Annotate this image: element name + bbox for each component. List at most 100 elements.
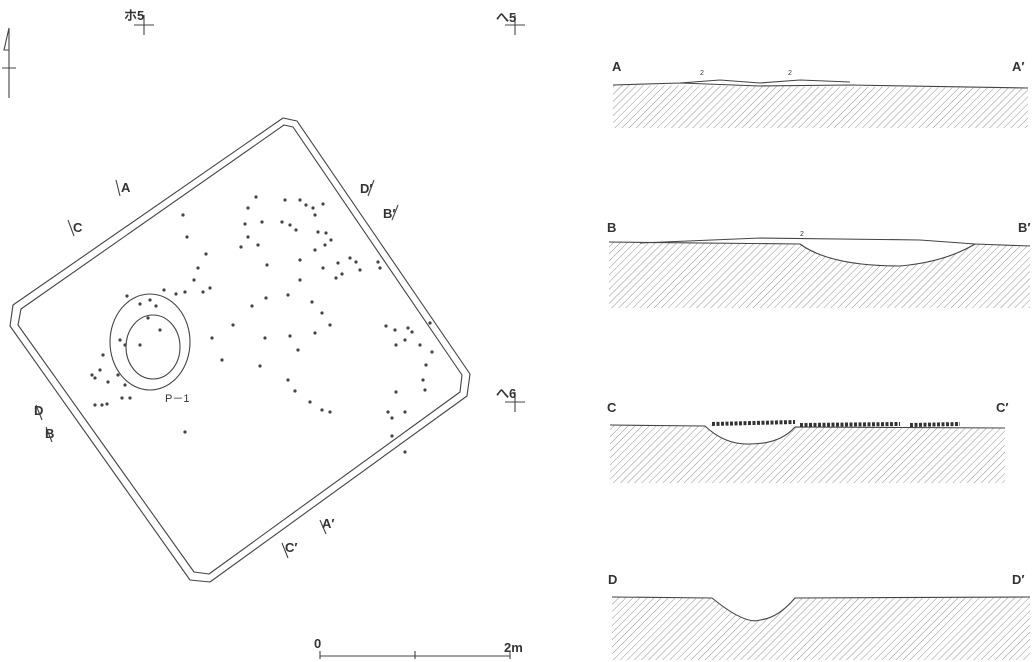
- post-hole: [106, 380, 110, 384]
- post-hole: [263, 336, 267, 340]
- post-hole: [428, 321, 432, 325]
- pit-label: P－1: [165, 393, 189, 405]
- post-hole: [288, 223, 292, 227]
- section-mark: C: [73, 220, 83, 235]
- post-hole: [183, 290, 187, 294]
- post-hole: [390, 434, 394, 438]
- post-hole: [393, 328, 397, 332]
- post-hole: [376, 260, 380, 264]
- post-hole: [320, 408, 324, 412]
- post-hole: [308, 400, 312, 404]
- post-hole: [296, 348, 300, 352]
- section-end: D′: [1012, 572, 1025, 587]
- post-hole: [105, 402, 109, 406]
- pit-inner: [125, 314, 181, 380]
- post-hole: [311, 206, 315, 210]
- post-hole: [384, 324, 388, 328]
- post-hole: [313, 248, 317, 252]
- ground-line: [608, 237, 1031, 267]
- post-hole: [424, 363, 428, 367]
- post-hole: [250, 304, 254, 308]
- section-mark: A′: [322, 516, 335, 531]
- section-ticks: [35, 179, 399, 559]
- post-hole: [101, 353, 105, 357]
- layer-note: 2: [788, 70, 792, 77]
- post-hole: [181, 213, 185, 217]
- post-hole: [120, 396, 124, 400]
- stones: [711, 420, 961, 427]
- post-hole: [390, 416, 394, 420]
- section-marks: A A′ B B′ C C′ D D′: [34, 179, 399, 559]
- post-hole: [358, 268, 362, 272]
- ground-line: [611, 596, 1031, 622]
- post-hole: [286, 293, 290, 297]
- post-hole: [410, 330, 414, 334]
- post-hole: [403, 450, 407, 454]
- post-hole: [321, 266, 325, 270]
- post-hole: [323, 243, 327, 247]
- post-hole: [210, 336, 214, 340]
- post-hole: [90, 373, 94, 377]
- section-mark: A: [121, 180, 131, 195]
- post-hole: [316, 230, 320, 234]
- post-hole: [280, 220, 284, 224]
- post-hole: [162, 288, 166, 292]
- post-hole: [148, 298, 152, 302]
- dwelling-outline-inner: [17, 124, 463, 575]
- sections: A A′ 2 2 B B′ 2 C C′ D D′: [607, 59, 1031, 660]
- section-fill: [612, 597, 1030, 660]
- post-hole: [128, 396, 132, 400]
- section-start: D: [608, 572, 617, 587]
- section-mark: B′: [383, 206, 396, 221]
- post-hole: [201, 290, 205, 294]
- post-hole: [118, 338, 122, 342]
- post-hole: [328, 410, 332, 414]
- post-hole: [185, 235, 189, 239]
- scale-end: 2m: [504, 640, 523, 655]
- post-hole: [125, 294, 129, 298]
- grid-marker: へ6: [496, 386, 516, 401]
- section-end: A′: [1012, 59, 1025, 74]
- post-hole: [239, 245, 243, 249]
- post-hole: [304, 203, 308, 207]
- post-hole: [100, 403, 104, 407]
- post-hole: [256, 243, 260, 247]
- post-hole: [298, 278, 302, 282]
- ground-line: [612, 79, 1029, 89]
- post-hole: [154, 304, 158, 308]
- post-hole: [246, 206, 250, 210]
- section-end: C′: [996, 400, 1009, 415]
- post-hole: [123, 383, 127, 387]
- post-hole: [313, 331, 317, 335]
- north-arrow: [2, 27, 16, 98]
- post-hole: [421, 378, 425, 382]
- post-hole: [294, 228, 298, 232]
- layer-note: 2: [800, 231, 804, 238]
- post-hole: [293, 389, 297, 393]
- post-hole: [246, 235, 250, 239]
- post-hole: [98, 368, 102, 372]
- pit-outer: [109, 293, 191, 391]
- plan: P－1 ホ5 へ5 へ6 A A′ B B′ C C′ D D′ 0 2m: [2, 8, 525, 659]
- post-hole: [406, 326, 410, 330]
- grid-marker: へ5: [496, 10, 516, 25]
- post-hole: [340, 272, 344, 276]
- post-hole: [423, 388, 427, 392]
- section-fill: [609, 242, 1030, 308]
- post-hole: [403, 410, 407, 414]
- post-hole: [298, 258, 302, 262]
- post-hole: [313, 213, 317, 217]
- post-hole: [123, 343, 127, 347]
- post-hole: [158, 328, 162, 332]
- section-fill: [610, 425, 1005, 483]
- post-hole: [298, 198, 302, 202]
- section-start: A: [612, 59, 622, 74]
- section-end: B′: [1018, 220, 1031, 235]
- post-hole: [336, 261, 340, 265]
- post-hole: [265, 263, 269, 267]
- post-hole: [418, 343, 422, 347]
- dwelling-outline: [9, 117, 471, 583]
- post-hole: [204, 252, 208, 256]
- post-hole: [93, 376, 97, 380]
- post-hole: [208, 286, 212, 290]
